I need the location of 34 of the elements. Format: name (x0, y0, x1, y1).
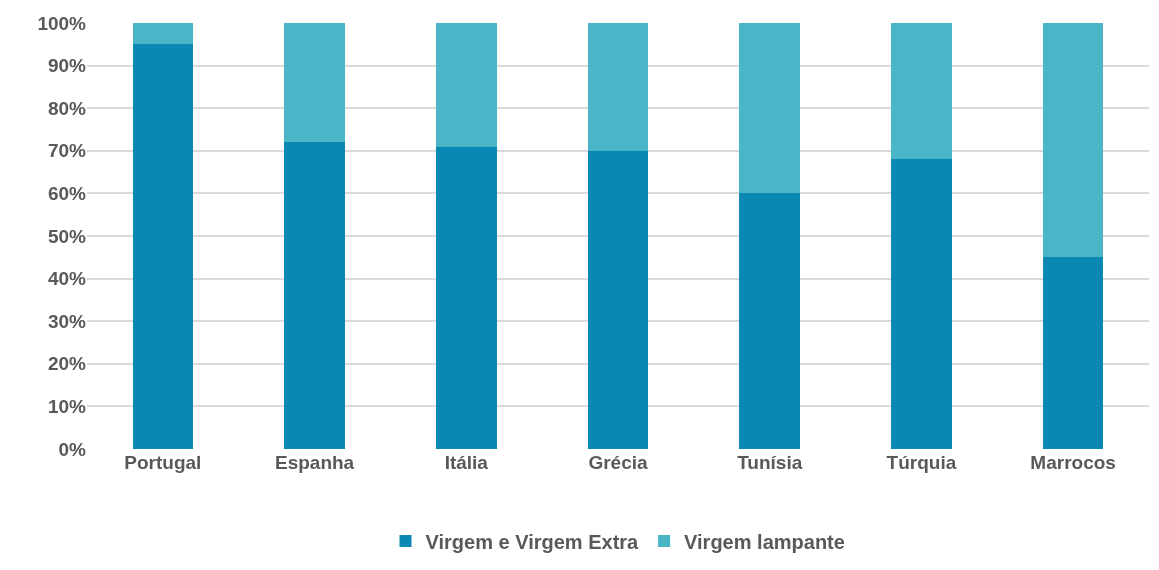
bar (1042, 257, 1104, 449)
x-tick-label: Marrocos (1030, 452, 1116, 473)
y-tick-label: 20% (47, 353, 87, 375)
x-tick-label: Itália (444, 452, 489, 473)
bar (1042, 23, 1104, 258)
bar (284, 23, 345, 143)
bar (891, 23, 952, 160)
bar (587, 150, 649, 449)
bar (132, 23, 194, 45)
bar (587, 23, 649, 151)
x-tick-label: Túrquia (886, 452, 957, 473)
y-tick-label: 30% (47, 310, 87, 332)
x-tick-label: Portugal (124, 452, 202, 473)
x-tick-label: Espanha (274, 452, 355, 473)
bar (739, 23, 801, 194)
y-tick-label: 0% (58, 438, 87, 460)
bar (435, 146, 497, 449)
x-tick-label: Grécia (588, 452, 649, 473)
y-tick-label: 10% (47, 396, 87, 418)
y-tick-label: 80% (47, 97, 87, 119)
x-tick-label: Tunísia (737, 452, 803, 473)
y-tick-label: 40% (47, 268, 87, 290)
y-tick-label: 100% (37, 12, 87, 34)
bar (132, 44, 194, 449)
bar (891, 159, 952, 449)
bar (284, 142, 345, 449)
y-tick-label: 90% (47, 55, 87, 77)
bar (739, 193, 801, 449)
legend-label: Virgem lampante (684, 530, 845, 553)
legend-label: Virgem e Virgem Extra (425, 530, 640, 553)
y-tick-label: 60% (47, 183, 87, 205)
y-tick-label: 70% (47, 140, 87, 162)
bar (435, 23, 497, 147)
y-tick-label: 50% (47, 225, 87, 247)
